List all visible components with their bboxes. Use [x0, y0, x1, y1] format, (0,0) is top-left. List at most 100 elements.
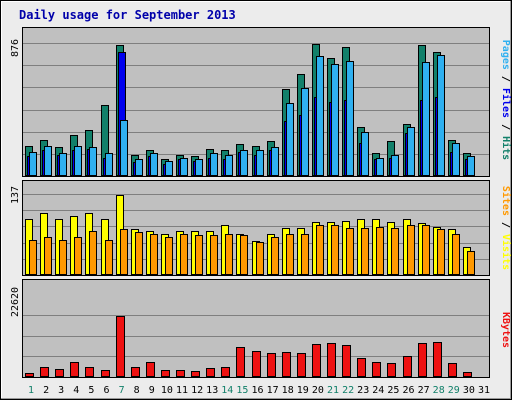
bottom-panel-border [22, 279, 490, 378]
bottom-bar-kbytes-day-14 [221, 367, 230, 377]
top-bar-pages-day-15 [240, 150, 248, 176]
top-bar-pages-day-17 [271, 147, 279, 176]
middle-bar-sites-day-23 [361, 228, 369, 275]
bottom-bar-kbytes-day-11 [176, 370, 185, 377]
day-label-18: 18 [282, 385, 294, 396]
middle-bar-sites-day-29 [452, 234, 460, 275]
middle-bar-sites-day-10 [165, 237, 173, 275]
top-bar-pages-day-6 [105, 153, 113, 176]
middle-bar-sites-day-8 [135, 232, 143, 275]
top-bar-pages-day-19 [301, 88, 309, 176]
top-bar-pages-day-2 [44, 146, 52, 176]
bottom-bar-kbytes-day-1 [25, 373, 34, 377]
middle-bar-sites-day-14 [225, 234, 233, 275]
day-label-22: 22 [342, 385, 354, 396]
day-label-26: 26 [402, 385, 414, 396]
top-legend-part-4: Hits [500, 136, 512, 160]
top-legend-part-1: / [500, 70, 511, 88]
top-bar-pages-day-7 [120, 120, 128, 176]
top-bar-pages-day-23 [361, 132, 369, 176]
middle-bar-sites-day-25 [391, 228, 399, 275]
middle-bar-sites-day-11 [180, 234, 188, 275]
bottom-bar-kbytes-day-12 [191, 371, 200, 377]
middle-bar-sites-day-27 [422, 225, 430, 275]
top-bar-pages-day-10 [165, 161, 173, 176]
bottom-bar-kbytes-day-28 [433, 342, 442, 377]
middle-bar-sites-day-17 [271, 237, 279, 275]
day-label-13: 13 [206, 385, 218, 396]
middle-bar-sites-day-28 [437, 229, 445, 275]
day-label-29: 29 [448, 385, 460, 396]
middle-bar-sites-day-19 [301, 234, 309, 275]
middle-legend-part-2: Visits [500, 234, 512, 270]
middle-bar-sites-day-4 [74, 237, 82, 275]
day-label-17: 17 [267, 385, 279, 396]
day-label-28: 28 [433, 385, 445, 396]
top-bar-pages-day-25 [391, 155, 399, 176]
bottom-bar-kbytes-day-19 [297, 353, 306, 377]
top-bar-pages-day-29 [452, 143, 460, 176]
bottom-bar-kbytes-day-2 [40, 367, 49, 377]
bottom-bar-kbytes-day-22 [342, 345, 351, 377]
bottom-bar-kbytes-day-7 [116, 316, 125, 377]
middle-bar-sites-day-7 [120, 229, 128, 275]
top-bar-pages-day-4 [74, 146, 82, 176]
day-label-3: 3 [58, 385, 64, 396]
top-bar-pages-day-26 [407, 127, 415, 176]
bottom-bar-kbytes-day-18 [282, 352, 291, 377]
bottom-bar-kbytes-day-26 [403, 356, 412, 377]
top-bar-pages-day-28 [437, 55, 445, 176]
middle-legend-part-0: Sites [500, 186, 512, 216]
top-bar-pages-day-13 [210, 153, 218, 176]
day-label-1: 1 [28, 385, 34, 396]
top-bar-pages-day-22 [346, 61, 354, 176]
day-label-25: 25 [387, 385, 399, 396]
top-bar-pages-day-24 [376, 158, 384, 176]
day-label-30: 30 [463, 385, 475, 396]
top-bar-pages-day-8 [135, 159, 143, 176]
top-legend-part-2: Files [500, 88, 512, 118]
x-axis-day-labels: 1 2 3 4 5 6 7 8 9 10 11 12 13 14 15 16 17 18 19 20 21 22 23 24 2… [28, 385, 490, 396]
bottom-bar-kbytes-day-29 [448, 363, 457, 377]
top-ymax-label: 876 [10, 39, 21, 57]
bottom-bar-kbytes-day-9 [146, 362, 155, 377]
day-label-5: 5 [88, 385, 94, 396]
top-panel-border [22, 27, 490, 177]
top-bar-pages-day-14 [225, 155, 233, 176]
middle-bar-sites-day-13 [210, 235, 218, 275]
bottom-bar-kbytes-day-5 [85, 367, 94, 377]
bottom-bar-kbytes-day-30 [463, 372, 472, 377]
top-legend-part-3: / [500, 118, 511, 136]
day-label-19: 19 [297, 385, 309, 396]
top-bar-pages-day-5 [89, 147, 97, 176]
bottom-panel-legend: KBytes [500, 312, 511, 348]
bottom-bar-kbytes-day-17 [267, 353, 276, 377]
bottom-bar-kbytes-day-13 [206, 368, 215, 377]
bottom-bar-kbytes-day-20 [312, 344, 321, 377]
top-bar-pages-day-9 [150, 153, 158, 176]
top-bar-pages-day-11 [180, 158, 188, 176]
middle-panel-legend: Sites / Visits [500, 186, 512, 270]
top-bar-pages-day-1 [29, 152, 37, 176]
day-label-21: 21 [327, 385, 339, 396]
middle-bar-sites-day-15 [240, 235, 248, 275]
middle-bar-sites-day-12 [195, 235, 203, 275]
top-panel-legend: Pages / Files / Hits [500, 40, 512, 160]
bottom-bar-kbytes-day-4 [70, 362, 79, 377]
middle-bar-sites-day-6 [105, 240, 113, 275]
day-label-20: 20 [312, 385, 324, 396]
top-bar-pages-day-21 [331, 64, 339, 176]
day-label-12: 12 [191, 385, 203, 396]
day-label-8: 8 [134, 385, 140, 396]
day-label-4: 4 [73, 385, 79, 396]
middle-bar-sites-day-18 [286, 234, 294, 275]
day-label-23: 23 [357, 385, 369, 396]
top-bar-pages-day-20 [316, 56, 324, 176]
middle-bar-sites-day-5 [89, 231, 97, 275]
bottom-legend-part-0: KBytes [500, 312, 511, 348]
middle-bar-sites-day-2 [44, 237, 52, 275]
top-bar-pages-day-3 [59, 153, 67, 176]
day-label-27: 27 [418, 385, 430, 396]
middle-bar-sites-day-1 [29, 240, 37, 275]
